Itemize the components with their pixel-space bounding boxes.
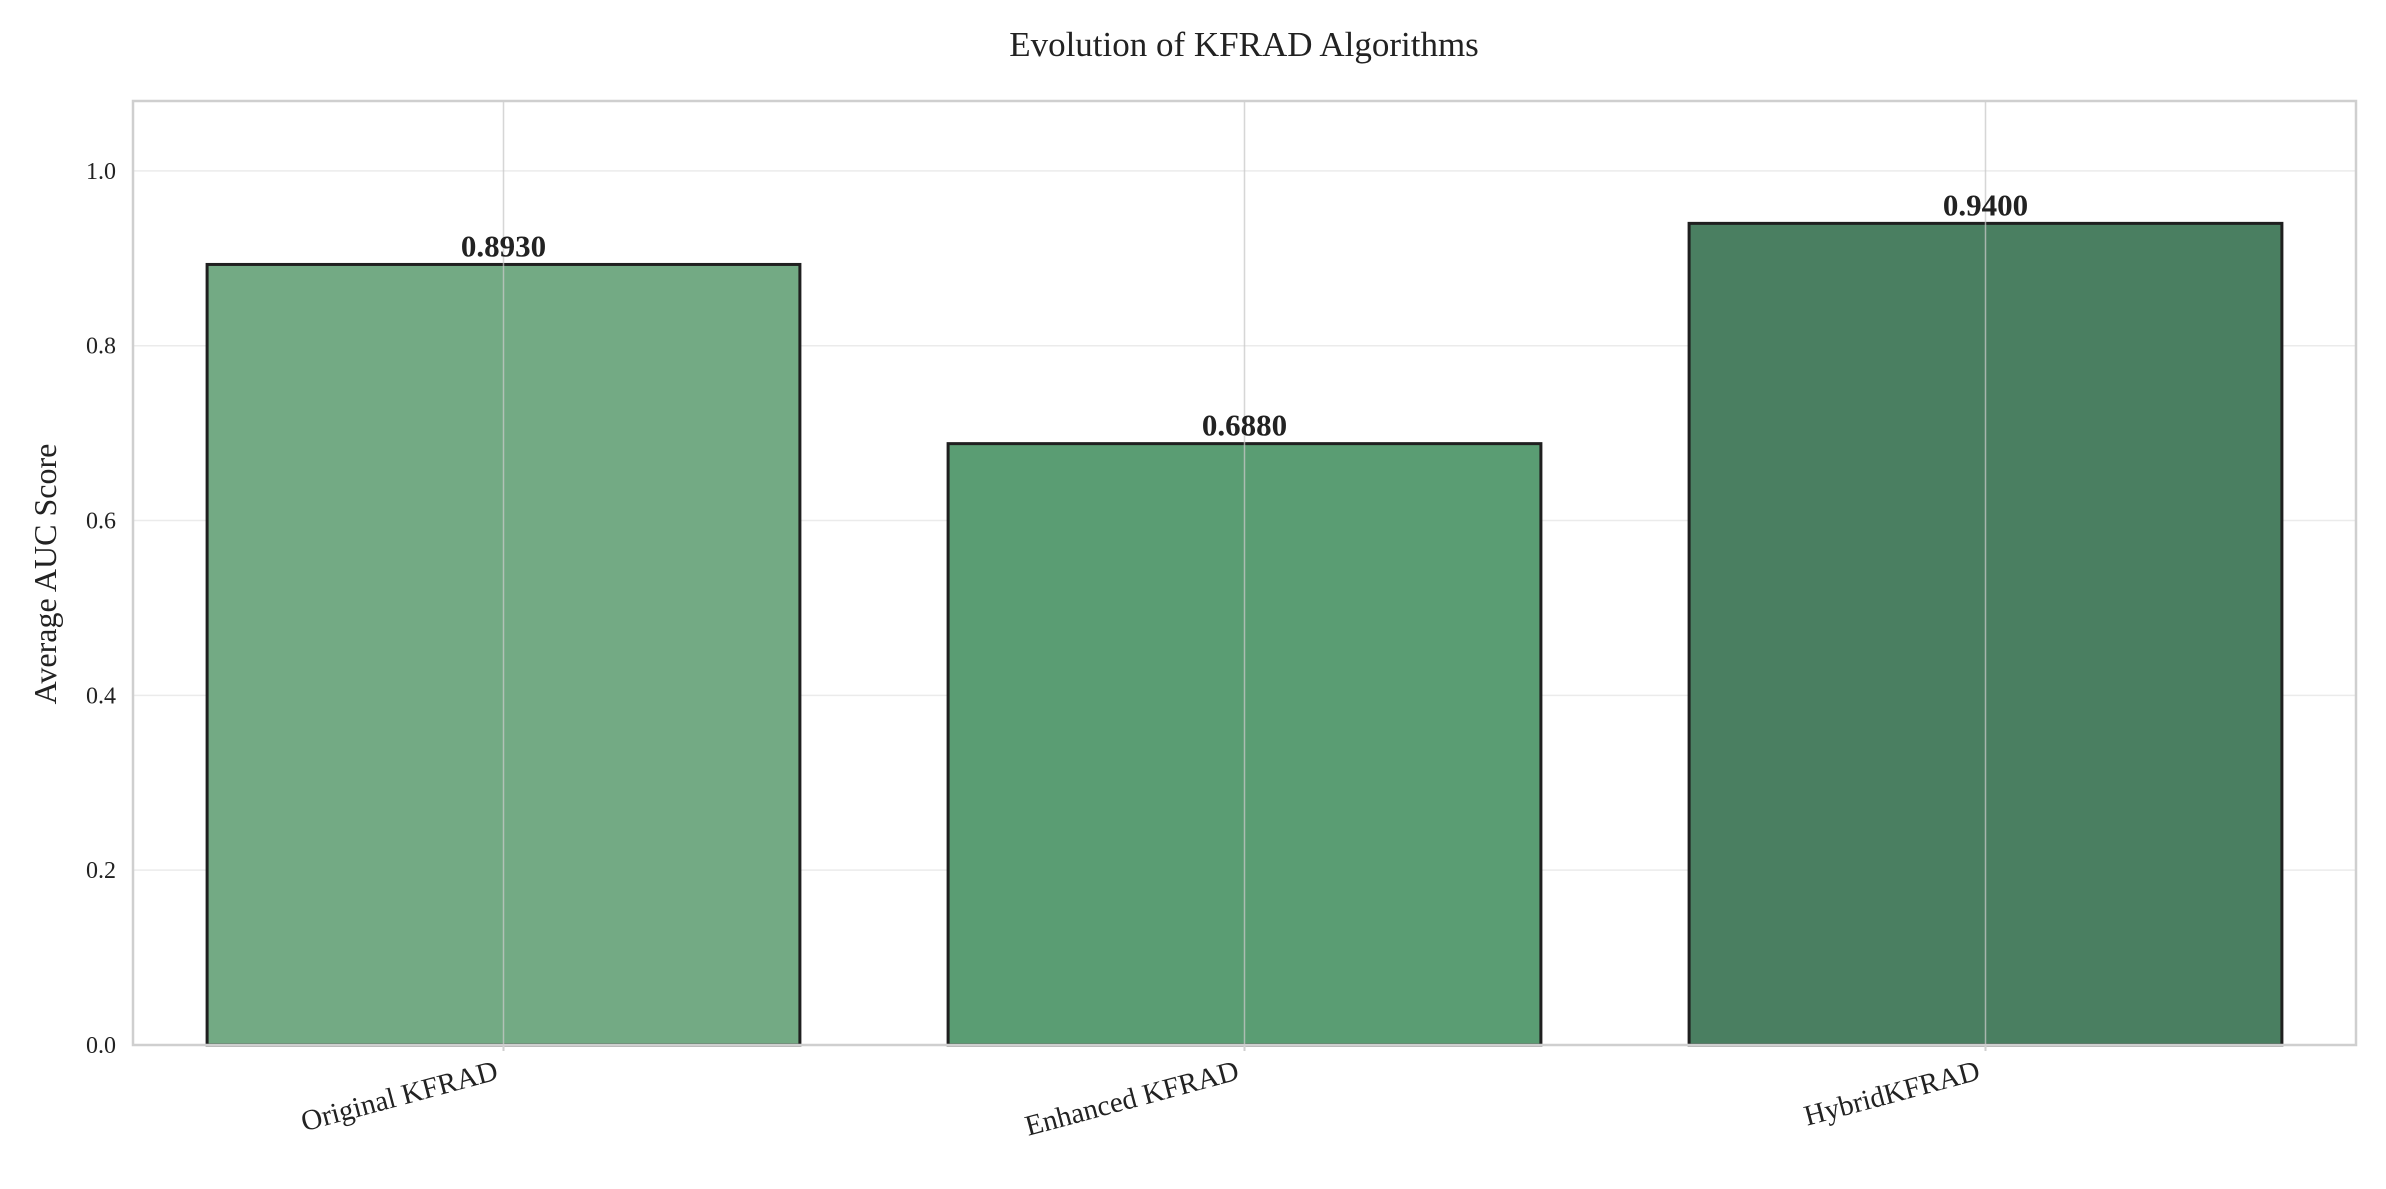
bar-value-label: 0.8930	[461, 228, 546, 263]
x-tick-label: HybridKFRAD	[1801, 1055, 1984, 1133]
bar-value-label: 0.9400	[1943, 187, 2028, 222]
plot-frame	[131, 99, 2358, 1047]
value-labels: 0.8930 0.6880 0.9400	[461, 187, 2028, 442]
vertical-grid-lines	[502, 101, 1987, 1045]
y-tick-label: 0.4	[86, 683, 116, 709]
x-ticks: Original KFRAD Enhanced KFRAD HybridKFRAD	[298, 1045, 1987, 1143]
y-tick-label: 0.6	[86, 509, 116, 535]
x-tick-label: Original KFRAD	[298, 1055, 502, 1138]
y-tick-label: 1.0	[86, 159, 116, 185]
chart-title: Evolution of KFRAD Algorithms	[1009, 25, 1479, 64]
y-ticks: 0.0 0.2 0.4 0.6 0.8 1.0	[86, 159, 116, 1059]
y-tick-label: 0.0	[86, 1033, 116, 1059]
y-axis-label: Average AUC Score	[27, 444, 63, 705]
y-tick-label: 0.2	[86, 858, 116, 884]
x-tick-label: Enhanced KFRAD	[1022, 1055, 1243, 1143]
bar-value-label: 0.6880	[1202, 408, 1287, 443]
y-tick-label: 0.8	[86, 334, 116, 360]
